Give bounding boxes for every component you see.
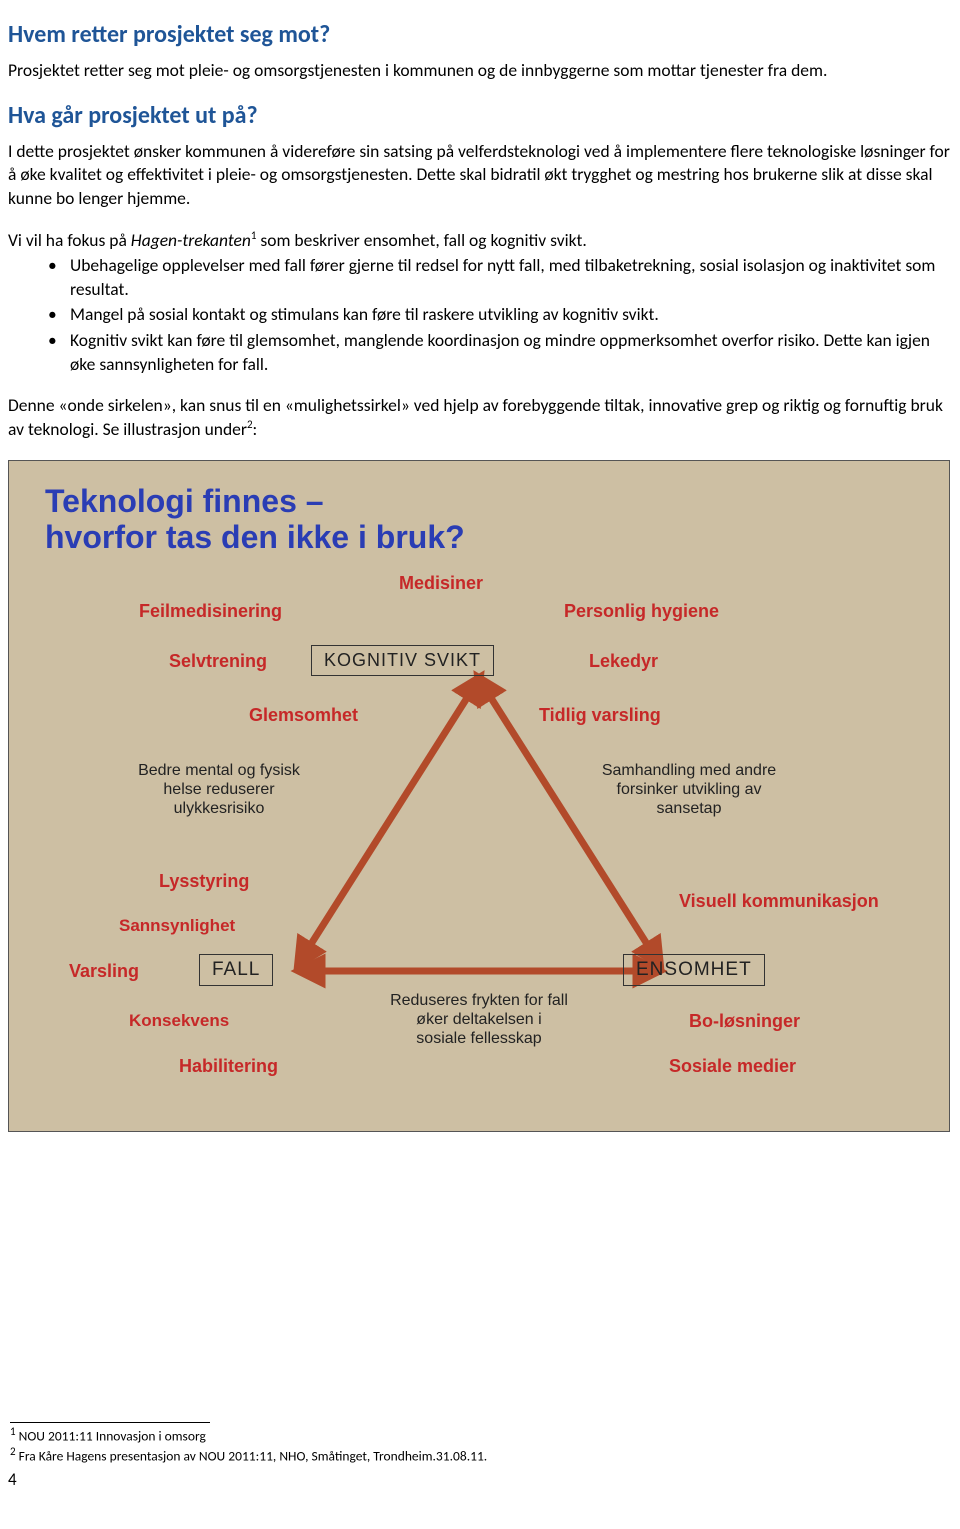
footnote-separator	[10, 1422, 210, 1423]
label-varsling: Varsling	[69, 961, 139, 983]
footnote-1: 1 NOU 2011:11 Innovasjon i omsorg	[10, 1425, 950, 1445]
left-side-l2: helse reduserer	[114, 780, 324, 799]
right-side-l1: Samhandling med andre	[569, 761, 809, 780]
label-feilmedisinering: Feilmedisinering	[139, 601, 282, 623]
right-side-l3: sansetap	[569, 799, 809, 818]
bottom-l3: sosiale fellesskap	[359, 1029, 599, 1048]
section2-para2: Vi vil ha fokus på Hagen-trekanten1 som …	[8, 229, 952, 253]
label-glemsomhet: Glemsomhet	[249, 705, 358, 727]
label-habilitering: Habilitering	[179, 1056, 278, 1078]
box-fall: FALL	[199, 954, 273, 987]
fall-label: FALL	[199, 954, 273, 987]
section1-heading: Hvem retter prosjektet seg mot?	[8, 20, 952, 49]
label-sosiale-medier: Sosiale medier	[669, 1056, 796, 1078]
section2-para3: Denne «onde sirkelen», kan snus til en «…	[8, 394, 952, 441]
bottom-l1: Reduseres frykten for fall	[359, 991, 599, 1010]
para2-b: som beskriver ensomhet, fall og kognitiv…	[256, 229, 586, 251]
section1-para: Prosjektet retter seg mot pleie- og omso…	[8, 59, 952, 83]
bullet-item: Mangel på sosial kontakt og stimulans ka…	[70, 303, 952, 327]
para2-a: Vi vil ha fokus på	[8, 229, 131, 251]
label-bo-losninger: Bo-løsninger	[689, 1011, 800, 1033]
box-ensomhet: ENSOMHET	[623, 954, 765, 987]
section2-para1: I dette prosjektet ønsker kommunen å vid…	[8, 140, 952, 211]
footnotes: 1 NOU 2011:11 Innovasjon i omsorg 2 Fra …	[8, 1422, 952, 1466]
ensomhet-label: ENSOMHET	[623, 954, 765, 987]
footnote-2-text: Fra Kåre Hagens presentasjon av NOU 2011…	[16, 1447, 488, 1464]
hagen-triangle-figure: Teknologi finnes – hvorfor tas den ikke …	[8, 460, 950, 1132]
label-right-side: Samhandling med andre forsinker utviklin…	[569, 761, 809, 819]
label-lysstyring: Lysstyring	[159, 871, 249, 893]
bullet-item: Ubehagelige opplevelser med fall fører g…	[70, 254, 952, 301]
label-visuell-komm: Visuell kommunikasjon	[679, 891, 879, 913]
box-kognitiv-svikt: KOGNITIV SVIKT	[311, 645, 494, 677]
left-side-l1: Bedre mental og fysisk	[114, 761, 324, 780]
left-side-l3: ulykkesrisiko	[114, 799, 324, 818]
para3-b: :	[253, 418, 258, 440]
right-side-l2: forsinker utvikling av	[569, 780, 809, 799]
label-sannsynlighet: Sannsynlighet	[119, 916, 235, 936]
label-konsekvens: Konsekvens	[129, 1011, 229, 1031]
label-personlig-hygiene: Personlig hygiene	[564, 601, 719, 623]
section2-heading: Hva går prosjektet ut på?	[8, 101, 952, 130]
footnote-1-text: NOU 2011:11 Innovasjon i omsorg	[16, 1427, 206, 1444]
label-lekedyr: Lekedyr	[589, 651, 658, 673]
para3-a: Denne «onde sirkelen», kan snus til en «…	[8, 394, 943, 440]
kognitiv-svikt-label: KOGNITIV SVIKT	[311, 645, 494, 677]
bullet-list: Ubehagelige opplevelser med fall fører g…	[8, 254, 952, 376]
page-number: 4	[8, 1469, 952, 1490]
footnote-2: 2 Fra Kåre Hagens presentasjon av NOU 20…	[10, 1445, 950, 1465]
label-selvtrening: Selvtrening	[169, 651, 267, 673]
bottom-l2: øker deltakelsen i	[359, 1010, 599, 1029]
label-left-side: Bedre mental og fysisk helse reduserer u…	[114, 761, 324, 819]
label-tidlig-varsling: Tidlig varsling	[539, 705, 661, 727]
bullet-item: Kognitiv svikt kan føre til glemsomhet, …	[70, 329, 952, 376]
para2-em: Hagen-trekanten	[131, 229, 251, 251]
label-bottom: Reduseres frykten for fall øker deltakel…	[359, 991, 599, 1049]
label-medisiner: Medisiner	[399, 573, 483, 595]
